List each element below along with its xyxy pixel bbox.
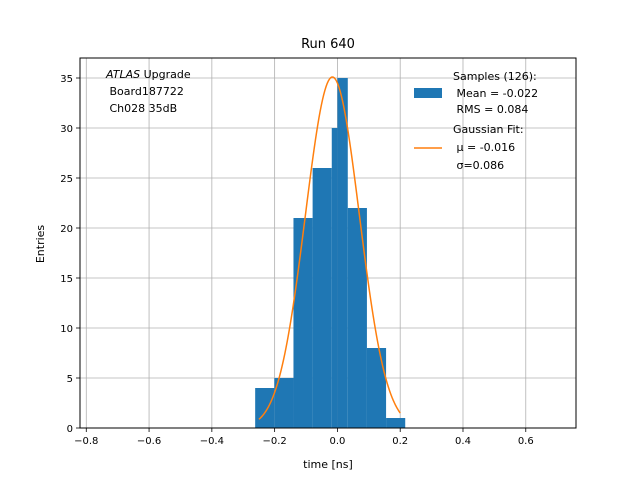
legend-fit-title: Gaussian Fit: (453, 123, 524, 136)
chart-title: Run 640 (301, 37, 355, 52)
legend-samples-swatch (414, 88, 442, 98)
histogram-bar (255, 388, 275, 428)
histogram-bar (337, 78, 348, 428)
legend-fit-sigma: σ=0.086 (453, 159, 504, 172)
x-tick-label: 0.0 (329, 436, 345, 447)
svg-text:ATLAS Upgrade: ATLAS Upgrade (105, 68, 191, 81)
plot-frame (79, 57, 577, 429)
legend-samples-title: Samples (126): (453, 70, 537, 83)
annotation-box: ATLAS Upgrade Board187722 Ch028 35dB (105, 68, 191, 115)
histogram-bar (312, 168, 332, 428)
y-axis-ticks: 0 5 10 15 20 25 30 35 (60, 74, 80, 435)
histogram-bar (386, 418, 406, 428)
legend: Samples (126): Mean = -0.022 RMS = 0.084… (414, 70, 538, 172)
y-tick-label: 10 (60, 324, 73, 335)
histogram-bar (293, 218, 313, 428)
gaussian-fit (258, 76, 401, 420)
x-tick-label: −0.6 (137, 436, 161, 447)
y-tick-label: 5 (67, 374, 73, 385)
x-tick-label: 0.6 (518, 436, 534, 447)
histogram-bar (347, 208, 367, 428)
y-tick-label: 15 (60, 274, 73, 285)
y-tick-label: 20 (60, 224, 73, 235)
legend-samples-mean: Mean = -0.022 (453, 87, 538, 100)
annotation-atlas: ATLAS (105, 68, 140, 81)
annotation-board: Board187722 (106, 85, 184, 98)
x-tick-label: 0.2 (392, 436, 408, 447)
histogram-bar (274, 378, 294, 428)
gaussian-fit-curve (258, 76, 401, 420)
annotation-upgrade: Upgrade (144, 68, 191, 81)
histogram-bar (366, 348, 387, 428)
legend-fit-mu: μ = -0.016 (453, 141, 515, 154)
x-tick-label: −0.8 (74, 436, 98, 447)
y-tick-label: 25 (60, 174, 73, 185)
y-tick-label: 0 (67, 424, 73, 435)
histogram-bar (331, 128, 338, 428)
legend-samples-rms: RMS = 0.084 (453, 103, 528, 116)
x-axis-label: time [ns] (303, 458, 353, 471)
annotation-channel: Ch028 35dB (106, 102, 177, 115)
y-tick-label: 30 (60, 124, 73, 135)
x-tick-label: 0.4 (455, 436, 471, 447)
x-tick-label: −0.2 (262, 436, 286, 447)
y-axis-label: Entries (34, 225, 47, 264)
y-tick-label: 35 (60, 74, 73, 85)
x-axis-ticks: −0.8 −0.6 −0.4 −0.2 0.0 0.2 0.4 0.6 (74, 428, 534, 447)
x-tick-label: −0.4 (200, 436, 224, 447)
